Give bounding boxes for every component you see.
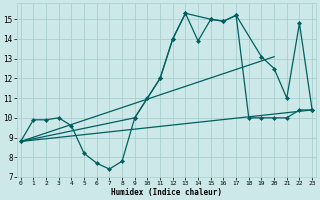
X-axis label: Humidex (Indice chaleur): Humidex (Indice chaleur) — [111, 188, 222, 197]
